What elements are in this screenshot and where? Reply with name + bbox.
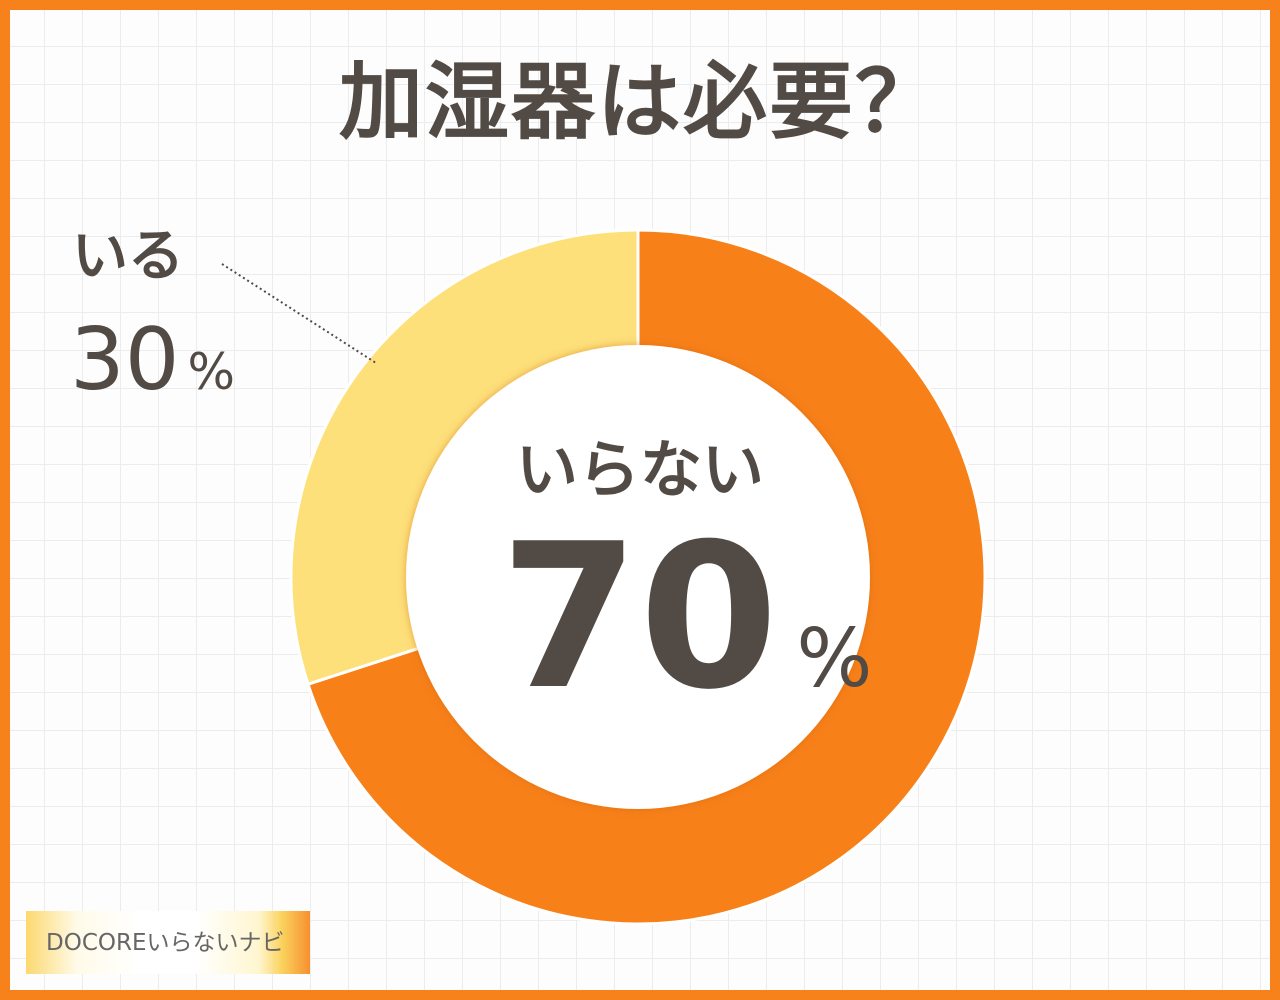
- unit: %: [796, 612, 873, 705]
- label-iru-value: 30%: [70, 310, 235, 410]
- unit: %: [187, 343, 235, 401]
- label-iru-category: いる: [72, 224, 184, 289]
- donut-hole: [406, 345, 870, 809]
- label-iranai-category: いらない: [515, 433, 764, 506]
- site-logo: DOCOREいらないナビ: [26, 911, 310, 974]
- value: 70: [500, 501, 779, 734]
- value: 30: [70, 310, 180, 410]
- leader-line: [221, 263, 377, 364]
- logo-text: DOCOREいらないナビ: [46, 930, 285, 956]
- chart-title: 加湿器は必要？: [338, 53, 941, 151]
- label-iranai-value: 70%: [500, 518, 872, 718]
